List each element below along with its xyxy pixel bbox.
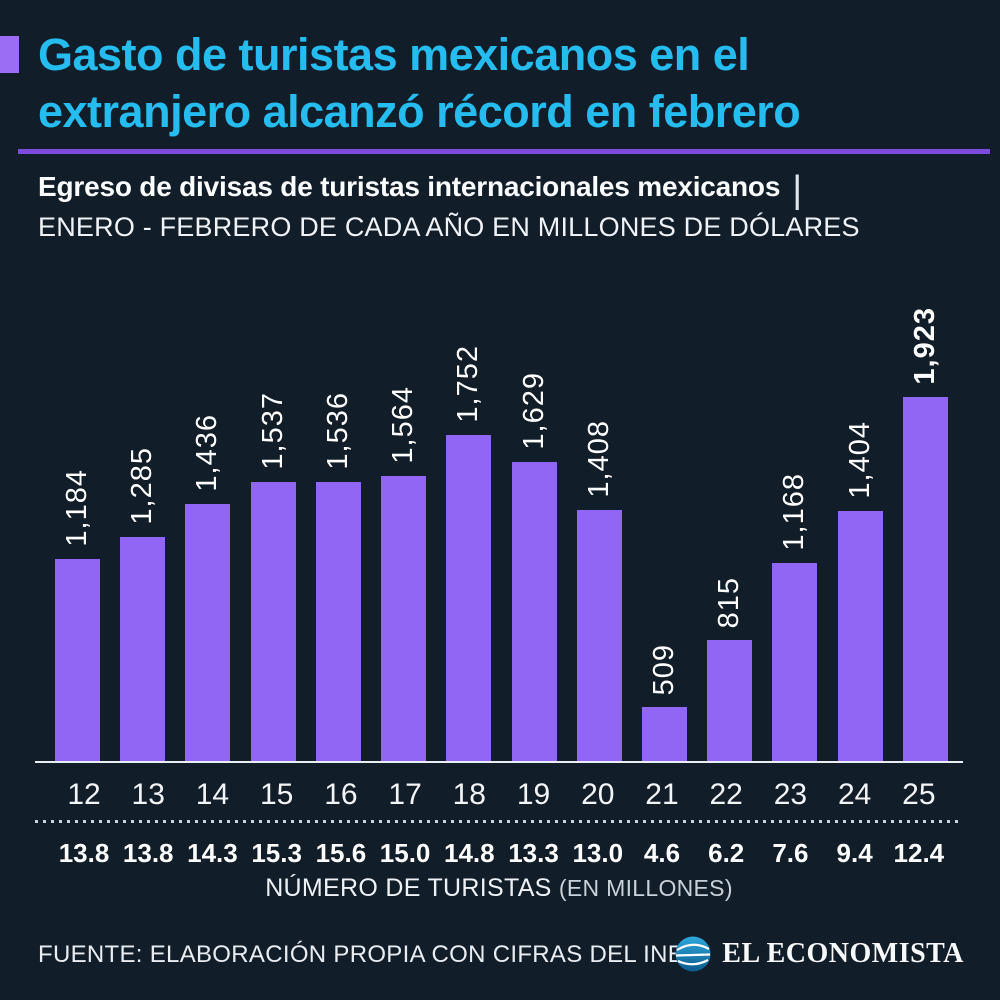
bar-group: 1,537 bbox=[250, 392, 296, 762]
year-label: 25 bbox=[902, 778, 936, 811]
x-axis-line bbox=[35, 761, 963, 763]
bar-group: 1,285 bbox=[120, 447, 166, 762]
bar-value-label: 1,752 bbox=[452, 344, 485, 423]
bar-group: 1,536 bbox=[315, 392, 361, 762]
bar bbox=[772, 562, 818, 762]
bar bbox=[707, 639, 753, 762]
tourists-value: 15.0 bbox=[379, 838, 431, 868]
year-label: 18 bbox=[452, 778, 486, 811]
bar bbox=[511, 461, 557, 762]
year-label: 14 bbox=[195, 778, 230, 811]
tourists-value: 12.4 bbox=[893, 838, 945, 868]
tourists-value: 15.3 bbox=[251, 838, 302, 868]
tourists-values-row: 13.8 13.8 14.3 15.3 15.6 15.0 14.8 13.3 13.0 4.6 6… bbox=[55, 838, 948, 869]
tourists-value: 13.8 bbox=[122, 838, 174, 868]
x-axis-year-labels: 12 13 14 15 16 17 18 19 20 21 22 23 24 25 bbox=[55, 778, 948, 812]
bar bbox=[120, 536, 166, 762]
bar bbox=[185, 503, 231, 762]
bar-value-label: 1,408 bbox=[582, 420, 615, 498]
bar-value-label: 509 bbox=[647, 643, 680, 695]
bar bbox=[641, 707, 687, 762]
year-label: 13 bbox=[131, 778, 165, 811]
x-axis-caption-paren: (EN MILLONES) bbox=[558, 875, 733, 901]
year-label: 21 bbox=[645, 778, 679, 811]
year-label: 19 bbox=[516, 778, 551, 811]
year-label: 15 bbox=[259, 778, 294, 811]
title-accent-square bbox=[0, 36, 19, 73]
page-title-line2: extranjero alcanzó récord en febrero bbox=[38, 86, 801, 137]
bar-group: 1,923 bbox=[902, 307, 948, 762]
tourists-value: 14.8 bbox=[444, 838, 495, 868]
year-label: 22 bbox=[709, 778, 743, 811]
tourists-value: 15.6 bbox=[315, 838, 367, 868]
bar-group: 1,629 bbox=[511, 371, 557, 762]
bar-value-label: 1,537 bbox=[256, 392, 289, 470]
tourists-value: 6.2 bbox=[708, 838, 745, 868]
bar bbox=[315, 481, 361, 762]
page-title: Gasto de turistas mexicanos en el extranj… bbox=[38, 26, 978, 140]
source-text: FUENTE: ELABORACIÓN PROPIA CON CIFRAS DE… bbox=[38, 941, 711, 968]
page-title-line1: Gasto de turistas mexicanos en el bbox=[38, 29, 750, 80]
bar-group: 1,168 bbox=[772, 472, 818, 762]
year-label: 12 bbox=[67, 778, 101, 811]
chart-subtitle-units: ENERO - FEBRERO DE CADA AÑO EN MILLONES … bbox=[38, 212, 860, 242]
x-axis-caption: NÚMERO DE TURISTAS (EN MILLONES) bbox=[35, 874, 963, 903]
bar-value-label: 1,404 bbox=[843, 421, 876, 499]
bar-value-label: 1,436 bbox=[191, 414, 224, 492]
brand-logo: EL ECONOMISTA bbox=[673, 934, 964, 974]
bar-group: 1,436 bbox=[185, 414, 231, 762]
year-label: 20 bbox=[581, 778, 615, 811]
year-label: 17 bbox=[388, 778, 422, 811]
year-label: 16 bbox=[324, 778, 358, 811]
bar-group: 1,564 bbox=[381, 386, 427, 762]
chart-subtitle: Egreso de divisas de turistas internacio… bbox=[38, 169, 802, 212]
bar bbox=[381, 475, 427, 762]
title-divider-rule bbox=[18, 149, 990, 154]
tourists-value: 13.8 bbox=[58, 838, 110, 868]
chart-subtitle-text: Egreso de divisas de turistas internacio… bbox=[38, 171, 781, 202]
bar bbox=[837, 510, 883, 762]
bar bbox=[446, 434, 492, 762]
bar-value-label: 1,536 bbox=[321, 392, 354, 470]
bar-group: 509 bbox=[641, 643, 687, 762]
dotted-divider bbox=[35, 820, 963, 823]
bar-value-label: 815 bbox=[713, 576, 746, 628]
bar-value-label: 1,168 bbox=[778, 472, 811, 551]
year-label: 23 bbox=[773, 778, 808, 811]
bar bbox=[55, 559, 100, 762]
tourists-value: 9.4 bbox=[836, 838, 873, 868]
el-economista-globe-icon bbox=[673, 934, 713, 974]
bar-value-label: 1,923 bbox=[908, 307, 941, 385]
brand-name: EL ECONOMISTA bbox=[722, 938, 964, 969]
tourists-value: 4.6 bbox=[643, 838, 681, 868]
year-label: 24 bbox=[837, 778, 872, 811]
bar-group: 1,408 bbox=[576, 420, 622, 762]
bar-group: 1,404 bbox=[837, 421, 883, 762]
bar bbox=[902, 397, 948, 762]
bar-group: 1,184 bbox=[55, 469, 100, 762]
bar bbox=[250, 481, 296, 762]
tourists-value: 13.0 bbox=[572, 838, 624, 868]
bar-value-label: 1,285 bbox=[126, 447, 159, 525]
bar-value-label: 1,564 bbox=[387, 386, 420, 464]
tourists-value: 7.6 bbox=[772, 838, 809, 868]
bar-group: 815 bbox=[707, 576, 753, 762]
bar-value-label: 1,184 bbox=[61, 469, 93, 547]
bar-chart: 1,184 1,285 1,436 1,537 1,536 1,564 1,752 1,629… bbox=[55, 307, 948, 762]
bar bbox=[576, 509, 622, 762]
tourists-value: 14.3 bbox=[187, 838, 238, 868]
bar-value-label: 1,629 bbox=[517, 371, 550, 450]
subtitle-separator: | bbox=[792, 169, 802, 211]
tourists-value: 13.3 bbox=[508, 838, 559, 868]
x-axis-caption-main: NÚMERO DE TURISTAS bbox=[265, 874, 552, 902]
bar-group: 1,752 bbox=[446, 344, 492, 762]
